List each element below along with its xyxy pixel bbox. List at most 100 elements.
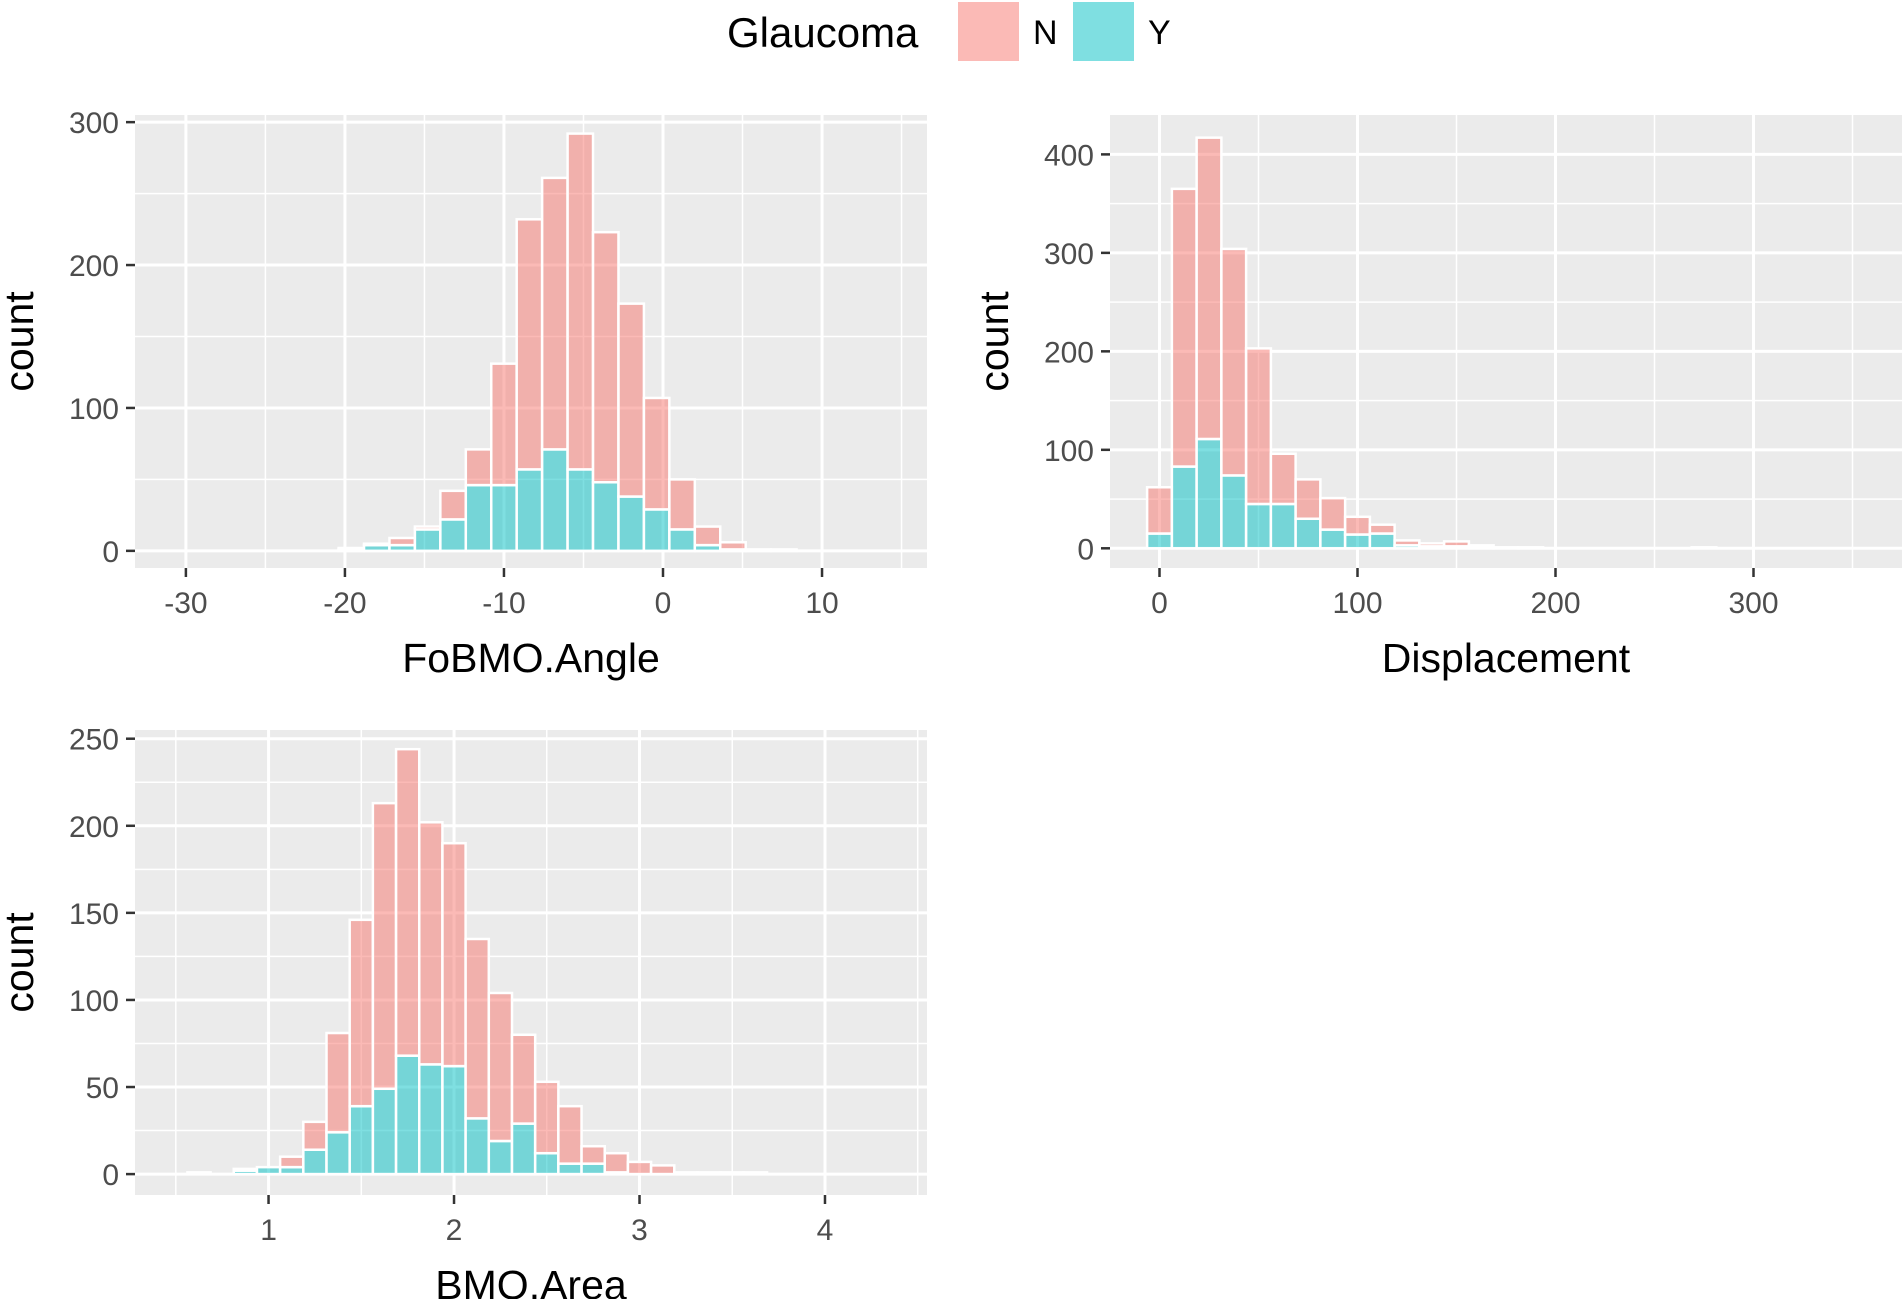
bar-y (1195, 437, 1223, 550)
bar-y (1244, 502, 1273, 550)
bar-n (540, 176, 569, 451)
bar-n (626, 1160, 653, 1176)
y-tick-label: 100 (69, 393, 119, 426)
bar-n (325, 1031, 351, 1134)
x-tick-label: 4 (817, 1214, 834, 1247)
bar-n (510, 1033, 537, 1125)
bar-y (439, 518, 468, 553)
x-tick-label: 0 (655, 587, 672, 620)
bar-n (302, 1120, 328, 1151)
bar-n (464, 448, 493, 487)
bar-n (742, 1171, 769, 1176)
x-tick-label: 3 (631, 1214, 648, 1247)
bar-n (348, 918, 375, 1108)
bar-y (1170, 465, 1198, 550)
x-tick-label: -30 (164, 587, 207, 620)
legend: Glaucoma N Y (727, 2, 1171, 61)
bar-n (388, 536, 417, 547)
bar-n (566, 132, 595, 471)
x-tick-label: 100 (1332, 587, 1382, 620)
bar-y (489, 483, 518, 553)
x-axis-title: FoBMO.Angle (402, 635, 660, 681)
bar-y (464, 1117, 491, 1176)
bar-n (1492, 546, 1520, 550)
bar-n (642, 396, 671, 511)
bar-y (580, 1162, 606, 1176)
bar-n (1195, 136, 1223, 441)
panel-bmo-area: 1 2 3 4 0 50 100 150 200 250 BMO.Area count (0, 724, 927, 1304)
bar-n (557, 1104, 583, 1165)
y-tick-label: 200 (69, 811, 119, 844)
bar-n (769, 548, 798, 553)
y-axis-title: count (0, 912, 42, 1013)
bar-y (510, 1122, 537, 1176)
bar-n (719, 541, 747, 551)
bar-n (591, 230, 620, 484)
bar-y (1294, 517, 1322, 550)
bars (186, 747, 769, 1176)
bar-n (278, 1155, 305, 1169)
bar-y (371, 1087, 398, 1176)
bar-n (441, 841, 467, 1068)
y-tick-label: 50 (86, 1072, 119, 1105)
y-tick-label: 400 (1044, 139, 1094, 172)
x-tick-label: 10 (805, 587, 838, 620)
y-axis-title: count (0, 291, 42, 392)
bar-n (1220, 247, 1248, 477)
bar-n (464, 937, 491, 1120)
bar-n (1690, 546, 1718, 550)
bar-n (515, 218, 544, 471)
bar-n (1418, 542, 1446, 548)
bar-y (540, 448, 569, 553)
y-tick-label: 0 (1077, 533, 1094, 566)
bar-n (439, 489, 468, 521)
bar-y (1269, 502, 1297, 550)
bar-n (673, 1171, 699, 1176)
bar-y (642, 508, 671, 553)
bar-y (255, 1165, 282, 1176)
bar-y (394, 1054, 421, 1176)
legend-title: Glaucoma (727, 9, 919, 56)
panel-displacement: 0 100 200 300 0 100 200 300 400 Displacement count (971, 115, 1902, 681)
axes: 0 100 200 300 0 100 200 300 400 Displacement count (971, 139, 1779, 681)
bar-n (1442, 540, 1471, 548)
x-tick-label: -20 (323, 587, 366, 620)
bar-n (1145, 485, 1174, 535)
bar-n (1368, 523, 1396, 535)
y-tick-label: 300 (1044, 238, 1094, 271)
bar-n (337, 546, 366, 551)
bar-y (441, 1064, 467, 1176)
bar-y (1319, 528, 1347, 550)
bar-y (1145, 532, 1174, 550)
bar-y (348, 1104, 375, 1176)
bar-n (394, 747, 421, 1057)
x-tick-label: 2 (446, 1214, 463, 1247)
y-tick-label: 150 (69, 898, 119, 931)
bar-n (1467, 544, 1495, 549)
x-tick-label: 0 (1151, 587, 1168, 620)
bar-n (603, 1151, 630, 1174)
bar-y (1220, 474, 1248, 550)
y-tick-label: 0 (102, 1159, 119, 1192)
bar-y (487, 1139, 514, 1176)
y-tick-label: 0 (102, 536, 119, 569)
y-tick-label: 300 (69, 107, 119, 140)
bar-n (362, 542, 391, 547)
x-axis-title: Displacement (1382, 635, 1631, 681)
bar-y (302, 1148, 328, 1176)
bar-n (744, 548, 773, 553)
bar-y (617, 495, 646, 553)
bar-n (617, 302, 646, 498)
bar-n (580, 1144, 606, 1165)
bar-n (649, 1164, 676, 1176)
bar-n (1294, 478, 1322, 521)
bar-n (487, 991, 514, 1143)
legend-key-y (1073, 2, 1134, 61)
x-axis-title: BMO.Area (435, 1262, 627, 1299)
bar-n (719, 1171, 746, 1176)
bar-n (232, 1167, 259, 1172)
y-tick-label: 100 (69, 985, 119, 1018)
y-tick-label: 200 (1044, 336, 1094, 369)
bar-n (533, 1080, 560, 1155)
